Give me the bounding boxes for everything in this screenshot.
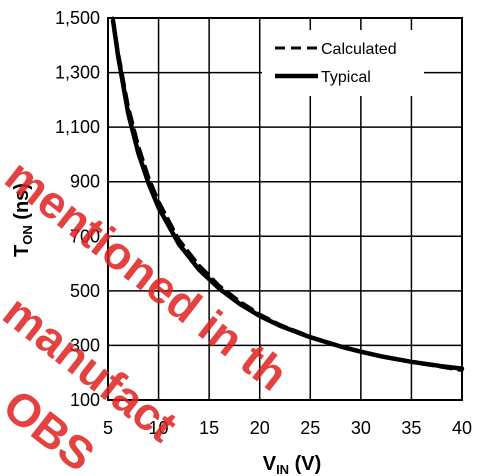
y-tick-label: 500 [70, 281, 100, 301]
legend-box [262, 30, 424, 96]
series-layer [110, 16, 465, 373]
y-tick-label: 900 [70, 172, 100, 192]
x-tick-label: 35 [401, 418, 421, 438]
x-tick-label: 20 [250, 418, 270, 438]
series-line-typical [110, 18, 465, 371]
y-tick-label: 1,100 [55, 117, 100, 137]
y-axis-title: TON (ns) [11, 183, 35, 257]
y-tick-label: 700 [70, 226, 100, 246]
y-tick-label: 1,500 [55, 8, 100, 28]
x-tick-label: 5 [103, 418, 113, 438]
plot-frame [107, 17, 463, 401]
legend-label-calculated: Calculated [321, 41, 397, 58]
x-tick-label: 10 [149, 418, 169, 438]
y-tick-labels: 100 300 500 700 900 1,100 1,300 1,500 [55, 8, 100, 410]
x-axis-title: VIN (V) [263, 453, 322, 476]
x-tick-label: 30 [351, 418, 371, 438]
x-tick-labels: 5 10 15 20 25 30 35 40 [103, 418, 472, 438]
x-tick-label: 15 [199, 418, 219, 438]
legend-label-typical: Typical [321, 69, 371, 86]
y-tick-label: 100 [70, 390, 100, 410]
y-tick-label: 300 [70, 335, 100, 355]
x-tick-label: 40 [452, 418, 472, 438]
y-tick-label: 1,300 [55, 63, 100, 83]
legend: Calculated Typical [262, 30, 424, 96]
x-tick-label: 25 [300, 418, 320, 438]
